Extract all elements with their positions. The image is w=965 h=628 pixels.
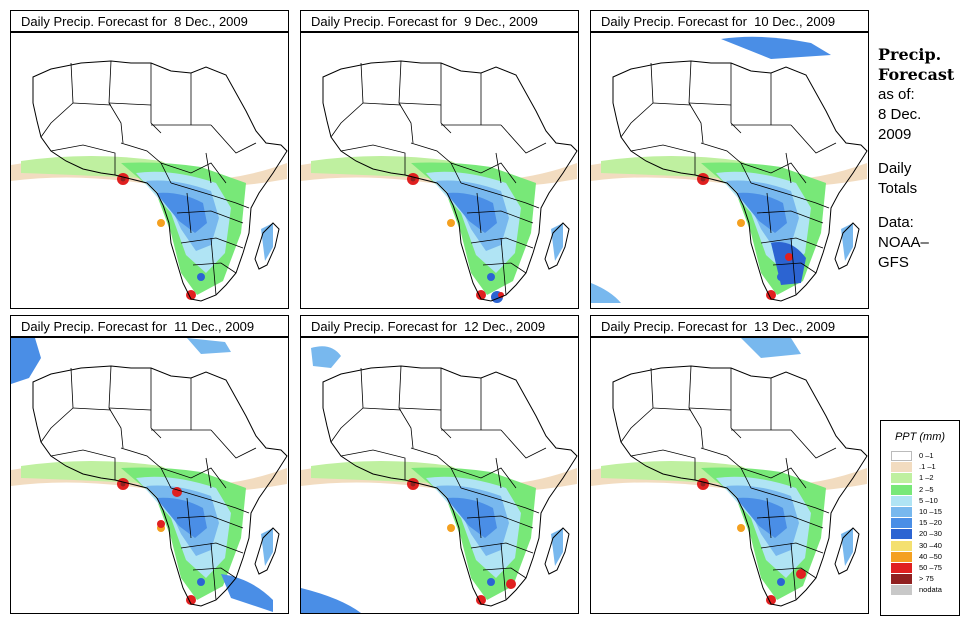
legend-entry: > 75 [881, 573, 959, 585]
legend-swatch [891, 518, 912, 529]
legend-entry: 2 –5 [881, 484, 959, 495]
precip-map [300, 337, 579, 614]
legend-swatch [891, 551, 912, 562]
legend-label: 2 –5 [919, 484, 934, 494]
panel-title: Daily Precip. Forecast for 9 Dec., 2009 [300, 10, 579, 32]
asof-date-line2: 2009 [878, 126, 912, 143]
panel-title: Daily Precip. Forecast for 11 Dec., 2009 [10, 315, 289, 337]
daily-line2: Totals [878, 180, 918, 197]
legend-entry: 40 –50 [881, 551, 959, 562]
panel-title: Daily Precip. Forecast for 10 Dec., 2009 [590, 10, 869, 32]
side-info: Precip. Forecast as of: 8 Dec. 2009 Dail… [878, 45, 963, 273]
asof-label: as of: [878, 86, 915, 103]
legend-swatch [891, 574, 912, 585]
legend-label: 15 –20 [919, 518, 942, 528]
legend-label: .1 –1 [919, 462, 936, 472]
legend-swatch [891, 451, 912, 461]
legend-label: 40 –50 [919, 551, 942, 561]
legend-entry: 5 –10 [881, 495, 959, 506]
legend-entry: .1 –1 [881, 461, 959, 473]
panel-title: Daily Precip. Forecast for 8 Dec., 2009 [10, 10, 289, 32]
precip-map [10, 337, 289, 614]
legend-title: PPT (mm) [894, 431, 946, 443]
precip-map [590, 337, 869, 614]
data-line1: Data: [878, 214, 914, 231]
forecast-panel-dec13: Daily Precip. Forecast for 13 Dec., 2009 [590, 315, 869, 614]
legend-label: 1 –2 [919, 473, 934, 483]
legend-entry: 10 –15 [881, 506, 959, 517]
side-title-line1: Precip. [878, 45, 942, 64]
side-title-line2: Forecast [878, 65, 955, 84]
asof-date-line1: 8 Dec. [878, 106, 922, 123]
legend: PPT (mm) 0 –1 .1 –1 1 –2 2 –5 5 –10 10 –15 15 … [880, 420, 960, 616]
legend-label: nodata [919, 585, 942, 595]
precip-map [590, 32, 869, 309]
precip-map [300, 32, 579, 309]
legend-entry: 30 –40 [881, 540, 959, 551]
legend-swatch [891, 495, 912, 506]
forecast-panel-dec11: Daily Precip. Forecast for 11 Dec., 2009 [10, 315, 289, 614]
legend-label: 5 –10 [919, 495, 938, 505]
legend-swatch [891, 585, 912, 596]
legend-label: 0 –1 [919, 451, 934, 460]
panel-title: Daily Precip. Forecast for 13 Dec., 2009 [590, 315, 869, 337]
legend-entry: 0 –1 [881, 450, 959, 461]
panel-title: Daily Precip. Forecast for 12 Dec., 2009 [300, 315, 579, 337]
legend-swatch [891, 462, 912, 473]
legend-entry: 20 –30 [881, 528, 959, 540]
daily-line1: Daily [878, 160, 912, 177]
precip-map [10, 32, 289, 309]
legend-entry: 15 –20 [881, 517, 959, 529]
legend-label: > 75 [919, 574, 934, 584]
forecast-panel-dec12: Daily Precip. Forecast for 12 Dec., 2009 [300, 315, 579, 614]
legend-swatch [891, 473, 912, 484]
legend-swatch [891, 529, 912, 540]
legend-label: 50 –75 [919, 562, 942, 572]
legend-label: 10 –15 [919, 506, 942, 516]
legend-swatch [891, 540, 912, 551]
data-line3: GFS [878, 254, 909, 271]
legend-swatch [891, 506, 912, 517]
legend-label: 20 –30 [919, 529, 942, 539]
legend-swatch [891, 562, 912, 573]
forecast-panel-dec9: Daily Precip. Forecast for 9 Dec., 2009 [300, 10, 579, 309]
legend-label: 30 –40 [919, 540, 942, 550]
legend-entry: nodata [881, 584, 959, 596]
forecast-panel-dec8: Daily Precip. Forecast for 8 Dec., 2009 [10, 10, 289, 309]
data-line2: NOAA– [878, 234, 929, 251]
legend-entry: 50 –75 [881, 562, 959, 573]
legend-swatch [891, 484, 912, 495]
legend-entry: 1 –2 [881, 472, 959, 484]
forecast-panel-dec10: Daily Precip. Forecast for 10 Dec., 2009 [590, 10, 869, 309]
